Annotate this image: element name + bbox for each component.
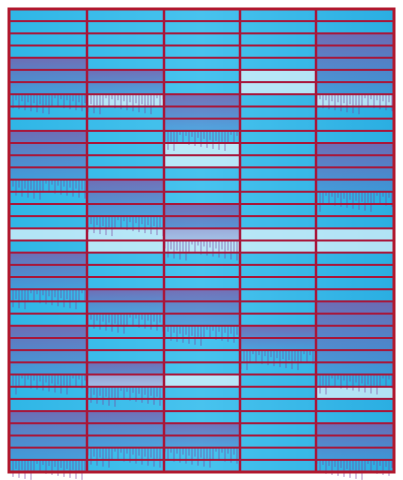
pale-band [316, 386, 394, 399]
purple-patch [9, 57, 87, 95]
purple-patch [87, 179, 164, 217]
purple-patch [164, 203, 240, 241]
purple-patch [9, 252, 87, 290]
purple-patch [164, 289, 240, 326]
purple-patch [316, 33, 394, 95]
purple-patch [316, 423, 394, 460]
purple-patch [87, 411, 164, 448]
pale-band [164, 374, 240, 387]
pale-band [316, 94, 394, 107]
red-grid [9, 9, 394, 472]
pale-band [87, 94, 164, 107]
frame [7, 7, 396, 474]
pale-band [9, 228, 87, 241]
purple-patch [164, 94, 240, 131]
